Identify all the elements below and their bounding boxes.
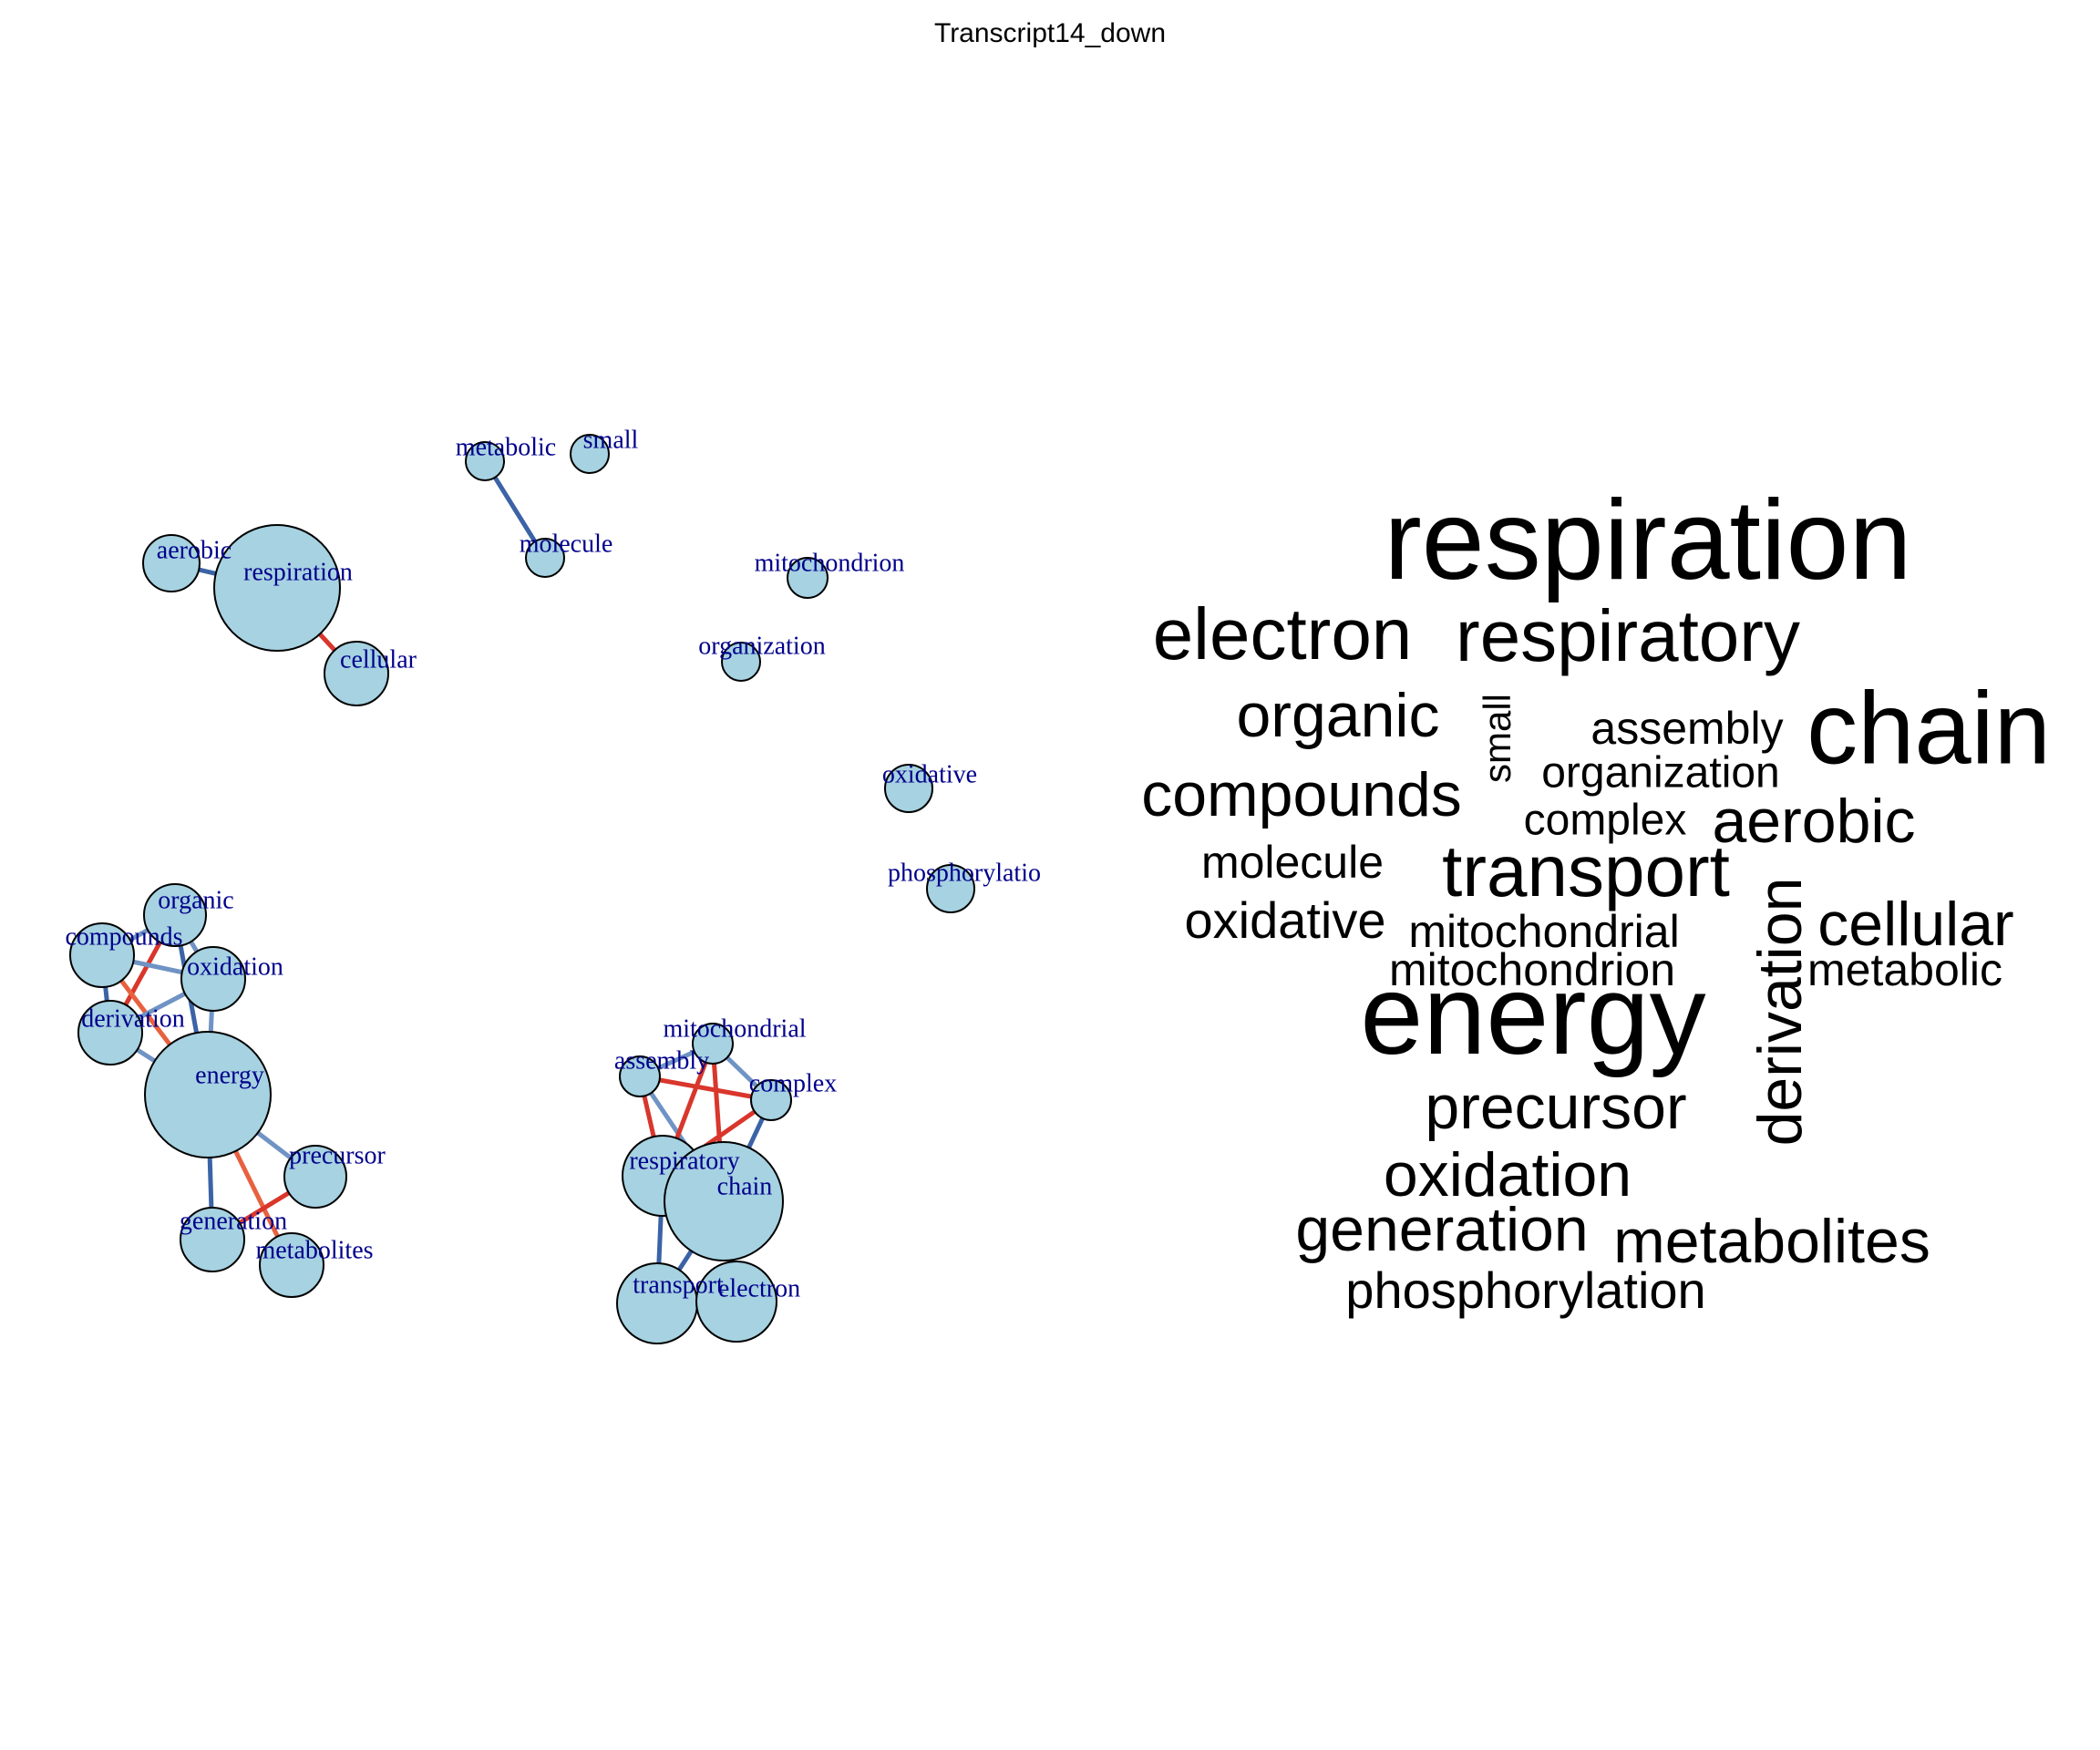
node-mitochondrial: [692, 1023, 734, 1065]
node-aerobic: [142, 534, 201, 592]
cloud-word-aerobic: aerobic: [1712, 787, 1915, 856]
node-label-aerobic: aerobic: [157, 536, 232, 564]
node-label-compounds: compounds: [65, 922, 182, 951]
cloud-word-organization: organization: [1541, 749, 1780, 798]
node-label-small: small: [583, 426, 639, 454]
node-complex: [750, 1079, 792, 1121]
node-label-assembly: assembly: [614, 1046, 709, 1075]
cloud-word-oxidation: oxidation: [1384, 1140, 1632, 1210]
node-energy: [144, 1031, 272, 1158]
cloud-word-assembly: assembly: [1590, 703, 1783, 754]
node-derivation: [77, 1000, 143, 1065]
node-label-complex: complex: [749, 1069, 837, 1097]
cloud-word-cellular: cellular: [1817, 890, 2013, 959]
cloud-word-molecule: molecule: [1201, 837, 1384, 888]
node-oxidation: [180, 946, 246, 1012]
network-labels: respiration aerobic cellular metabolic small…: [65, 426, 1041, 1302]
cloud-word-complex: complex: [1524, 797, 1687, 845]
node-respiration: [213, 524, 341, 652]
node-cellular: [324, 641, 389, 706]
cloud-word-compounds: compounds: [1141, 760, 1462, 829]
node-label-derivation: derivation: [81, 1004, 185, 1033]
node-organization: [721, 642, 761, 682]
node-label-organization: organization: [698, 632, 825, 660]
node-label-mitochondrion: mitochondrion: [755, 549, 905, 577]
network-nodes: [69, 434, 975, 1344]
cloud-word-derivation: derivation: [1745, 878, 1815, 1147]
node-label-oxidative: oxidative: [882, 760, 977, 788]
cloud-word-metabolites: metabolites: [1613, 1207, 1930, 1276]
node-label-cellular: cellular: [340, 645, 417, 674]
cloud-word-respiration: respiration: [1385, 478, 1912, 603]
node-label-oxidation: oxidation: [187, 952, 283, 981]
node-assembly: [619, 1055, 661, 1097]
node-metabolites: [259, 1232, 324, 1298]
cloud-word-precursor: precursor: [1425, 1073, 1686, 1142]
node-precursor: [283, 1145, 347, 1209]
cloud-word-organic: organic: [1236, 681, 1439, 750]
cloud-word-small: small: [1476, 694, 1518, 783]
node-label-metabolic: metabolic: [456, 433, 556, 461]
node-chain: [664, 1141, 784, 1261]
node-label-molecule: molecule: [520, 530, 613, 558]
node-label-chain: chain: [717, 1172, 773, 1200]
node-phosphorylation: [926, 864, 975, 913]
cloud-word-metabolic: metabolic: [1807, 944, 2002, 995]
node-compounds: [69, 922, 135, 988]
node-small: [570, 434, 610, 474]
cloud-word-oxidative: oxidative: [1184, 891, 1385, 949]
cloud-word-chain: chain: [1807, 672, 2051, 786]
figure-title: Transcript14_down: [933, 18, 1167, 48]
node-oxidative: [884, 764, 933, 813]
edge-assembly-complex: [639, 1074, 772, 1103]
node-generation: [180, 1207, 245, 1272]
cloud-word-energy: energy: [1360, 952, 1705, 1078]
node-label-generation: generation: [180, 1207, 287, 1235]
node-molecule: [525, 538, 565, 578]
cloud-word-phosphorylation: phosphorylation: [1345, 1261, 1705, 1319]
cloud-word-generation: generation: [1295, 1195, 1588, 1264]
node-label-electron: electron: [718, 1274, 800, 1302]
node-organic: [143, 883, 207, 947]
cloud-word-mitochondrial: mitochondrial: [1408, 906, 1679, 957]
node-electron: [695, 1261, 777, 1343]
node-label-phosphorylation: phosphorylatio: [888, 859, 1041, 887]
node-label-organic: organic: [158, 886, 233, 914]
cloud-word-electron: electron: [1153, 593, 1413, 674]
cloud-word-respiratory: respiratory: [1456, 595, 1800, 676]
node-label-respiratory: respiratory: [629, 1147, 739, 1175]
node-label-energy: energy: [195, 1061, 264, 1089]
cloud-word-transport: transport: [1442, 830, 1730, 911]
node-metabolic: [465, 441, 505, 481]
node-label-respiration: respiration: [243, 558, 353, 586]
node-label-transport: transport: [633, 1271, 724, 1299]
node-label-precursor: precursor: [289, 1141, 386, 1169]
cloud-word-mitochondrion: mitochondrion: [1389, 944, 1675, 995]
node-label-mitochondrial: mitochondrial: [663, 1014, 806, 1043]
node-mitochondrion: [787, 557, 829, 599]
node-label-metabolites: metabolites: [255, 1236, 373, 1264]
